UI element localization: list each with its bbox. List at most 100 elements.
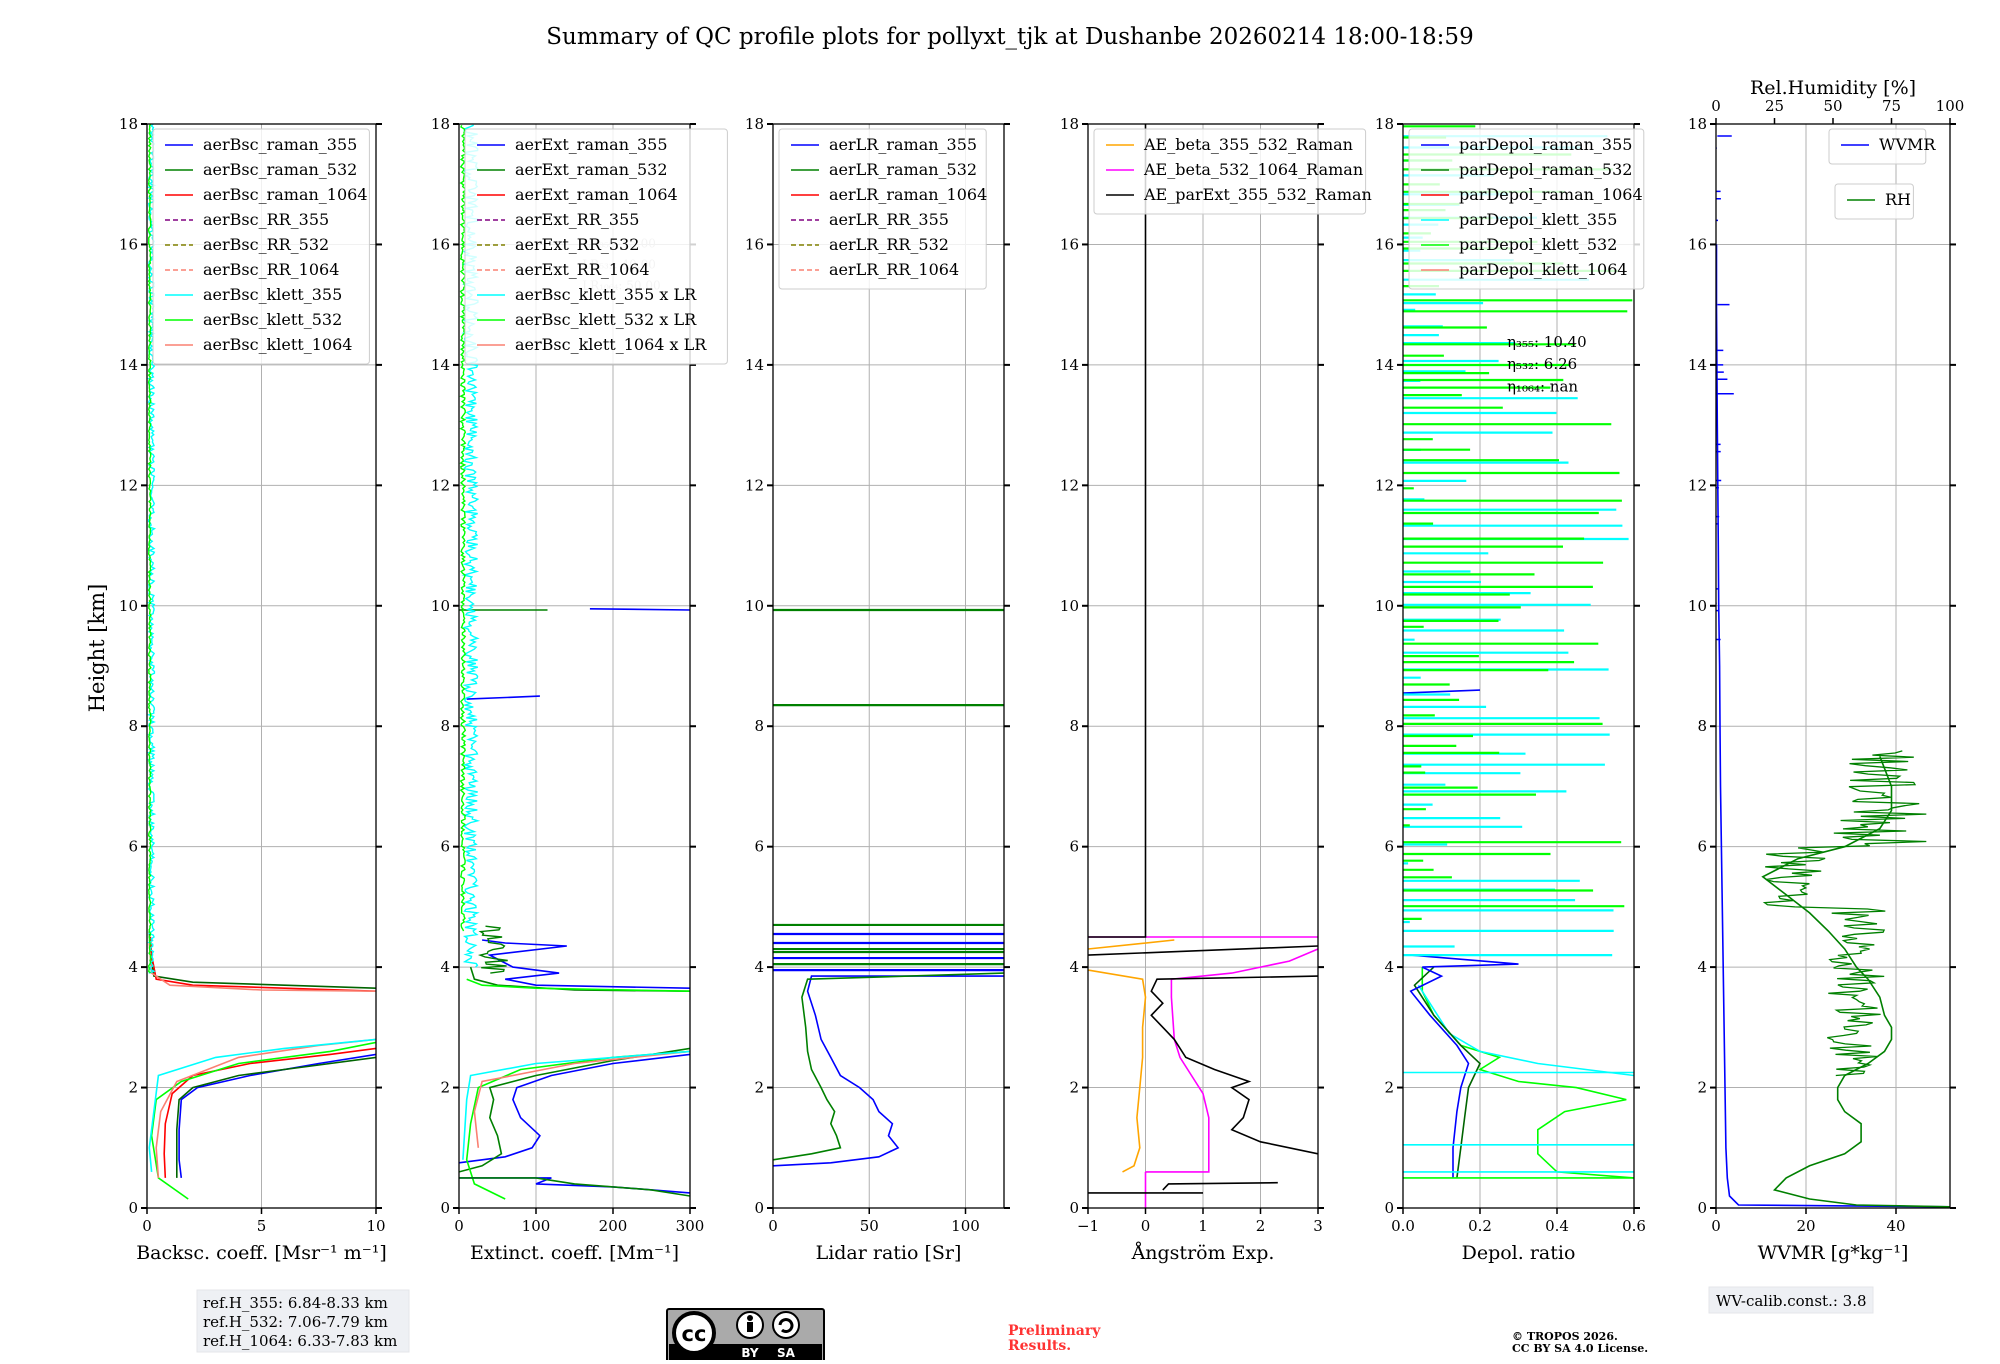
AE_beta_top_orange <box>1088 939 1175 950</box>
aerLR_raman_532 <box>773 972 1004 1161</box>
aerBsc_top_green <box>148 930 376 989</box>
aerBsc_raman_355 <box>178 1053 376 1178</box>
cc-logo-text: cc <box>682 1322 707 1346</box>
x-tick-label: 3 <box>1313 1217 1323 1235</box>
x-tick-label: 100 <box>522 1217 551 1235</box>
y-tick-label: 0 <box>1069 1199 1079 1217</box>
y-tick-label: 18 <box>1688 115 1707 133</box>
legend-entry: AE_beta_355_532_Raman <box>1143 135 1353 154</box>
wv-calib-box: WV-calib.const.: 3.8 <box>1708 1286 1874 1314</box>
y-tick-label: 12 <box>1060 476 1079 494</box>
ref-height-box: ref.H_355: 6.84-8.33 km ref.H_532: 7.06-… <box>196 1289 410 1353</box>
legend-lidar-ratio: aerLR_raman_355 aerLR_raman_532 aerLR_rama… <box>778 128 987 290</box>
y-tick-label: 2 <box>754 1079 764 1097</box>
y-tick-label: 0 <box>1697 1199 1707 1217</box>
y-tick-label: 12 <box>119 476 138 494</box>
x-tick-label: 0 <box>142 1217 152 1235</box>
legend-box <box>1834 183 1914 220</box>
aerExt_klett_532 <box>465 1050 690 1200</box>
aerExt_top_blue <box>481 939 690 989</box>
legend-box <box>152 128 370 365</box>
frame-extinction <box>458 123 691 1209</box>
WVMR <box>1716 244 1950 1208</box>
y-tick-label: 4 <box>754 958 764 976</box>
cc-logo-icon <box>672 1311 716 1355</box>
y-tick-label: 14 <box>431 356 450 374</box>
AE_beta_355_532_Raman <box>1088 969 1147 1173</box>
aerBsc_klett_532_noise <box>147 124 152 974</box>
annotation-text: η₅₃₂: 6.26 <box>1507 355 1577 373</box>
aerExt_10km_blue <box>589 608 690 611</box>
x-axis-label: WVMR [g*kg⁻¹] <box>1758 1242 1909 1264</box>
legend-wvmr-rh: WVMR <box>1828 128 1936 165</box>
legend-entry: RH <box>1885 190 1911 209</box>
y-tick-label: 16 <box>1688 235 1707 253</box>
series-backscatter <box>147 124 376 1200</box>
legend-entry: parDepol_klett_355 <box>1459 210 1617 229</box>
y-tick-label: 6 <box>754 838 764 856</box>
sa-share-icon <box>772 1311 800 1339</box>
RH <box>1761 756 1950 1208</box>
y-tick-label: 8 <box>1069 717 1079 735</box>
AE_beta_532_1064_Raman <box>1145 948 1318 1173</box>
y-tick-label: 8 <box>440 717 450 735</box>
x-axis-label: Depol. ratio <box>1462 1242 1576 1264</box>
grid-angstrom <box>1087 123 1319 1209</box>
x-axis-label: Ångström Exp. <box>1131 1242 1275 1264</box>
y-tick-label: 18 <box>1375 115 1394 133</box>
y-tick-label: 6 <box>1069 838 1079 856</box>
aerExt_85km_blue <box>466 695 540 700</box>
y-tick-label: 0 <box>1384 1199 1394 1217</box>
parDepol_klett_355 <box>1417 984 1634 1077</box>
by-label: BY <box>741 1346 758 1360</box>
x-tick-label: 1 <box>1198 1217 1208 1235</box>
legend-entry: parDepol_raman_532 <box>1459 160 1632 179</box>
legend-entry: AE_beta_532_1064_Raman <box>1143 160 1363 179</box>
x-tick-label: 0 <box>1711 1217 1721 1235</box>
y-tick-label: 8 <box>1384 717 1394 735</box>
y-tick-label: 8 <box>754 717 764 735</box>
top-x-tick-label: 75 <box>1882 97 1901 115</box>
series-wvmr-rh <box>1716 135 1950 1208</box>
legend-entry: aerBsc_klett_532 <box>203 310 342 329</box>
x-tick-label: 40 <box>1886 1217 1905 1235</box>
ref-height-1064: ref.H_1064: 6.33-7.83 km <box>203 1332 397 1350</box>
x-tick-label: 5 <box>257 1217 267 1235</box>
RH_noise <box>1762 750 1927 1077</box>
ref-height-355: ref.H_355: 6.84-8.33 km <box>203 1294 388 1312</box>
y-tick-label: 12 <box>1375 476 1394 494</box>
y-tick-label: 8 <box>1697 717 1707 735</box>
frame-wvmr-rh <box>1715 123 1951 1209</box>
copyright-line-1: © TROPOS 2026. <box>1512 1330 1618 1343</box>
annotation-text: η₁₀₆₄: nan <box>1507 377 1578 395</box>
x-axis-label: Backsc. coeff. [Msr⁻¹ m⁻¹] <box>136 1242 387 1264</box>
y-tick-label: 10 <box>1060 597 1079 615</box>
y-tick-label: 10 <box>431 597 450 615</box>
aerExt_top_lime <box>466 978 690 992</box>
legend-box <box>1828 128 1927 165</box>
y-tick-label: 16 <box>1375 235 1394 253</box>
aerExt_green_noise <box>477 925 508 974</box>
legend-backscatter: aerBsc_raman_355 aerBsc_raman_532 aerBsc_r… <box>152 128 370 365</box>
parDepol_blue_85 <box>1403 689 1481 694</box>
x-tick-label: 0.0 <box>1391 1217 1415 1235</box>
legend-entry: parDepol_raman_1064 <box>1459 185 1643 204</box>
y-tick-label: 14 <box>119 356 138 374</box>
x-tick-label: 0.6 <box>1622 1217 1646 1235</box>
AE_parExt_top2 <box>1088 124 1147 938</box>
y-tick-label: 14 <box>745 356 764 374</box>
legend-entry: aerBsc_raman_355 <box>203 135 357 154</box>
aerLR_raman_355 <box>773 975 1004 1167</box>
legend-entry: parDepol_klett_532 <box>1459 235 1617 254</box>
legend-entry: aerExt_raman_1064 <box>515 185 678 204</box>
AE_parExt_top <box>1088 945 1318 956</box>
legend-box <box>1408 128 1645 290</box>
y-tick-label: 0 <box>754 1199 764 1217</box>
legend-entry: aerBsc_klett_355 <box>203 285 342 304</box>
y-tick-label: 12 <box>431 476 450 494</box>
aerExt_raman_532 <box>459 1047 690 1173</box>
x-tick-label: 0 <box>454 1217 464 1235</box>
y-tick-label: 16 <box>1060 235 1079 253</box>
